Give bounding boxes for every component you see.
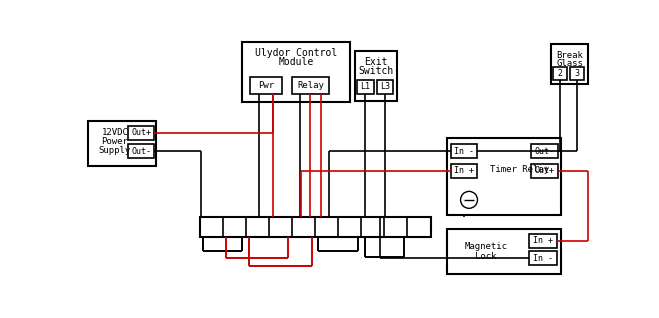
Bar [529, 234, 557, 248]
Text: 2: 2 [558, 69, 562, 78]
Bar [357, 80, 374, 93]
Text: Magnetic: Magnetic [465, 242, 507, 251]
Bar [355, 51, 397, 101]
Text: Lock: Lock [475, 252, 497, 260]
Bar [552, 44, 588, 84]
Bar [128, 144, 154, 158]
Text: Power: Power [101, 137, 129, 146]
Text: L1: L1 [360, 82, 370, 91]
Text: Out+: Out+ [534, 166, 554, 175]
Bar [250, 77, 282, 93]
Bar [242, 42, 350, 102]
Text: In -: In - [453, 147, 474, 156]
Bar [451, 164, 476, 177]
Bar [200, 217, 430, 237]
Bar [128, 126, 154, 140]
Bar [447, 138, 561, 215]
Bar [553, 67, 567, 80]
Text: 12VDC: 12VDC [101, 128, 129, 137]
Bar [451, 144, 476, 158]
Bar [530, 144, 558, 158]
Text: Supply: Supply [99, 146, 131, 155]
Text: Switch: Switch [358, 66, 394, 76]
Text: In -: In - [533, 254, 553, 263]
Text: Timer Relay: Timer Relay [490, 164, 550, 174]
Bar [292, 77, 329, 93]
Bar [530, 164, 558, 177]
Bar [447, 229, 561, 274]
Text: Pwr: Pwr [258, 81, 273, 90]
Bar [570, 67, 584, 80]
Text: Ulydor Control: Ulydor Control [254, 48, 337, 58]
Text: Exit: Exit [364, 57, 388, 67]
Text: Glass: Glass [556, 59, 583, 68]
Bar [88, 121, 156, 166]
Text: Break: Break [556, 51, 583, 59]
Text: Out-: Out- [534, 147, 554, 156]
Text: In +: In + [533, 236, 553, 245]
Bar [377, 80, 393, 93]
Text: Out-: Out- [131, 147, 151, 156]
Text: L3: L3 [380, 82, 389, 91]
Text: 3: 3 [575, 69, 579, 78]
Text: Module: Module [278, 57, 314, 67]
Bar [529, 252, 557, 265]
Text: In +: In + [453, 166, 474, 175]
Text: Out+: Out+ [131, 128, 151, 137]
Text: Relay: Relay [297, 81, 324, 90]
